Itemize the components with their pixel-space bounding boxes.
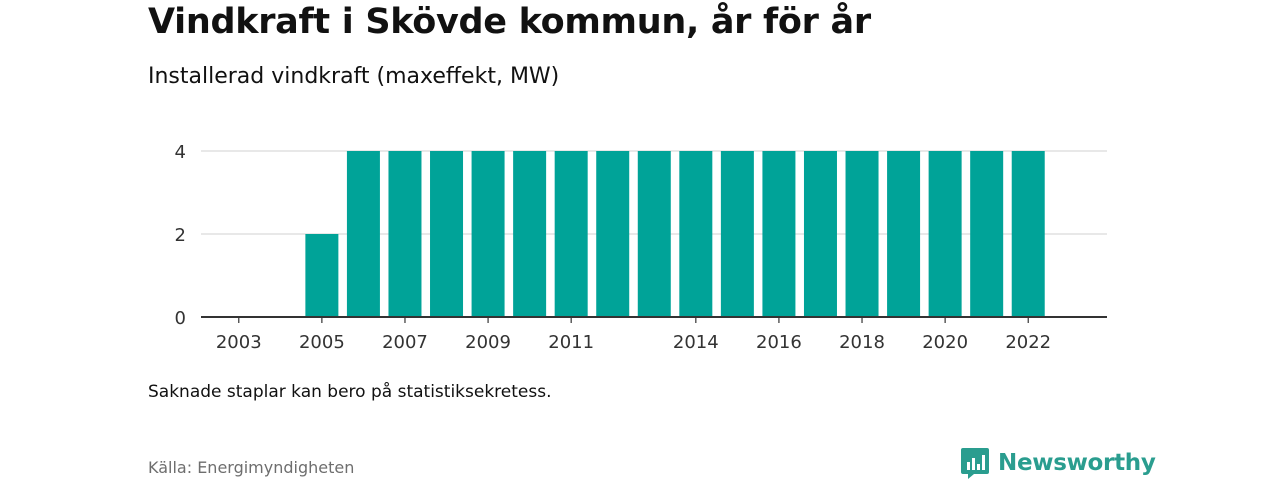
bar-2019 (887, 151, 921, 317)
brand-name: Newsworthy (998, 450, 1156, 476)
bar-2008 (430, 151, 464, 317)
bar-2007 (388, 151, 422, 317)
x-tick-label: 2022 (1005, 332, 1051, 353)
bar-2006 (346, 151, 380, 317)
x-tick-label: 2016 (756, 332, 802, 353)
chart-subtitle: Installerad vindkraft (maxeffekt, MW) (148, 64, 560, 89)
bar-2016 (762, 151, 796, 317)
y-tick-label: 0 (175, 308, 186, 329)
y-tick-label: 2 (175, 225, 186, 246)
newsworthy-logo[interactable]: Newsworthy (960, 446, 1156, 480)
x-tick-label: 2018 (839, 332, 885, 353)
bar-2011 (554, 151, 588, 317)
x-tick-label: 2007 (382, 332, 428, 353)
x-tick-label: 2014 (673, 332, 719, 353)
newsworthy-logo-icon (961, 448, 989, 479)
x-axis-ticks: 2003 2005 2007 2009 2011 2014 2016 2018 2020 2022 (216, 317, 1051, 353)
x-tick-label: 2003 (216, 332, 262, 353)
bar-2013 (637, 151, 671, 317)
bars (305, 151, 1045, 317)
x-tick-label: 2011 (548, 332, 594, 353)
bar-2014 (679, 151, 713, 317)
x-tick-label: 2005 (299, 332, 345, 353)
bar-2009 (471, 151, 505, 317)
bar-2012 (596, 151, 630, 317)
x-tick-label: 2009 (465, 332, 511, 353)
x-tick-label: 2020 (922, 332, 968, 353)
y-axis-ticks: 0 2 4 (175, 142, 186, 329)
chart-title: Vindkraft i Skövde kommun, år för år (148, 2, 871, 42)
bar-2022 (1011, 151, 1045, 317)
footnote: Saknade staplar kan bero på statistiksek… (148, 382, 552, 402)
bar-2017 (803, 151, 837, 317)
bar-2010 (513, 151, 547, 317)
bar-chart: 0 2 4 2003 2005 2007 2009 2011 2014 2016 2018 2020… (175, 142, 1107, 353)
bar-2021 (970, 151, 1004, 317)
bar-2020 (928, 151, 962, 317)
bar-2015 (720, 151, 754, 317)
bar-2005 (305, 234, 339, 317)
y-tick-label: 4 (175, 142, 186, 163)
bar-2018 (845, 151, 879, 317)
source-label: Källa: Energimyndigheten (148, 458, 355, 477)
